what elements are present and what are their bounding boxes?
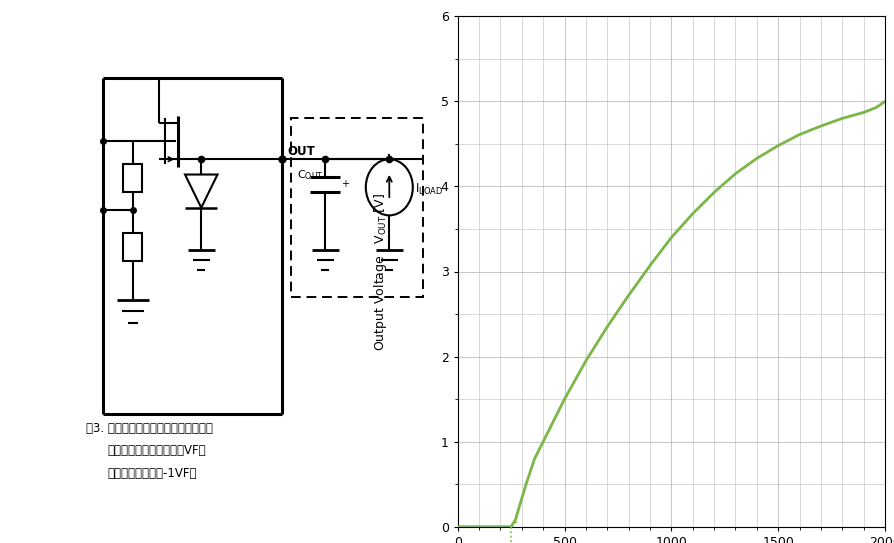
Text: +: + — [342, 179, 350, 189]
Text: 则在内部二极管中会产生VF，: 则在内部二极管中会产生VF， — [107, 444, 206, 457]
Text: 输出引脆电压变为-1VF。: 输出引脆电压变为-1VF。 — [107, 466, 197, 479]
Bar — [291, 118, 424, 297]
Text: I$_{\rm LOAD}$: I$_{\rm LOAD}$ — [415, 182, 443, 198]
Bar — [123, 233, 142, 261]
Bar — [123, 165, 142, 192]
Text: OUT: OUT — [288, 145, 316, 158]
Text: C$_{\rm OUT}$: C$_{\rm OUT}$ — [298, 169, 324, 182]
Y-axis label: Output Voltage : V$_{\mathrm{OUT}}$ [V]: Output Voltage : V$_{\mathrm{OUT}}$ [V] — [372, 192, 389, 351]
Text: 图3. 如果在启动前被施加了恒流负载，: 图3. 如果在启动前被施加了恒流负载， — [86, 422, 213, 435]
